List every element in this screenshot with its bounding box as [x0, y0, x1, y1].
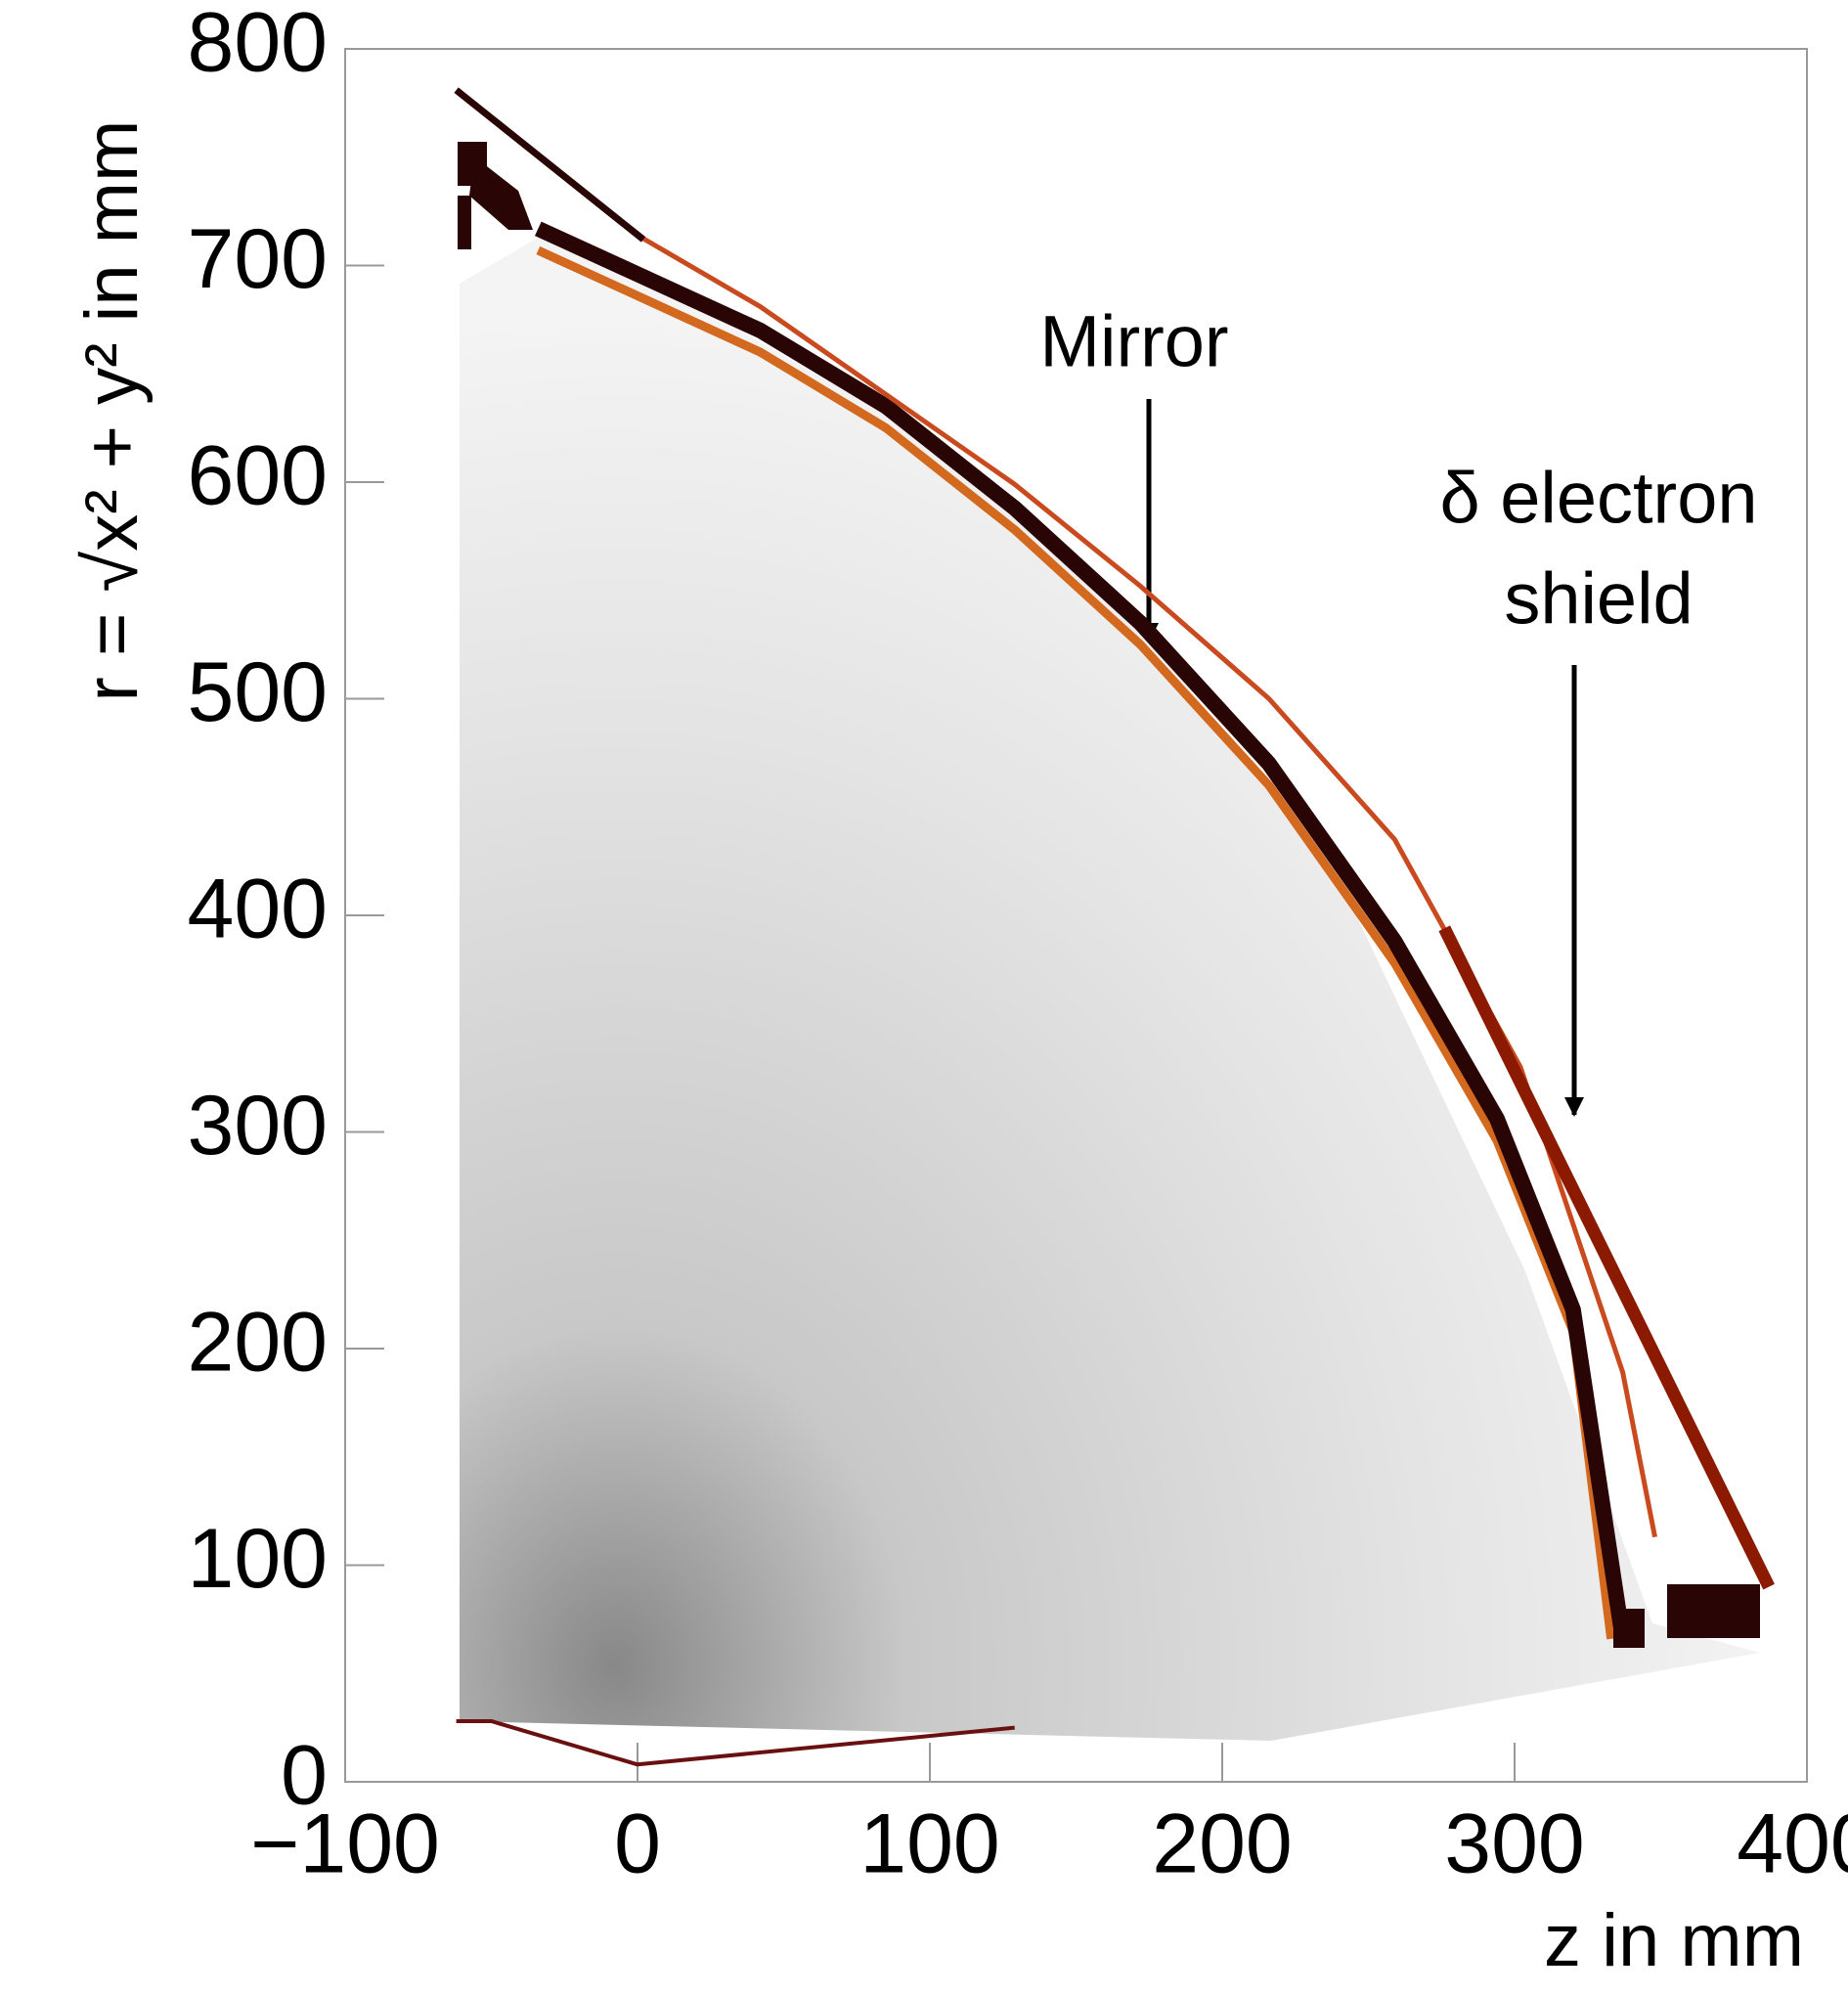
annotation: shield: [1504, 558, 1693, 640]
series-line: [536, 245, 1616, 1640]
detector-block: [1613, 1609, 1645, 1648]
series-line: [454, 87, 646, 243]
x-axis-title: z in mm: [1544, 1899, 1804, 1982]
y-tick-label: 200: [188, 1296, 329, 1390]
series-line: [636, 233, 1657, 1538]
detector-block: [458, 196, 471, 249]
series-line: [456, 1718, 1015, 1767]
x-tick-label: −100: [250, 1797, 440, 1891]
series-line: [1438, 925, 1775, 1590]
detector-block: [469, 156, 533, 230]
x-tick-label: 200: [1152, 1797, 1293, 1891]
x-tick-label: 300: [1444, 1797, 1585, 1891]
y-tick-label: 500: [188, 645, 329, 739]
annotation: δ electron: [1439, 458, 1757, 539]
y-tick-label: 400: [188, 863, 329, 956]
y-axis-title: r = √x² + y² in mm: [70, 120, 154, 702]
annotation: Mirror: [1039, 301, 1228, 382]
y-tick-label: 600: [188, 429, 329, 523]
y-tick-label: 300: [188, 1079, 329, 1173]
series-line: [535, 221, 1631, 1641]
y-tick-label: 800: [188, 0, 329, 90]
hit-density: [460, 235, 1760, 1741]
y-tick-label: 0: [281, 1729, 328, 1823]
y-tick-label: 700: [188, 212, 329, 306]
y-tick-label: 100: [188, 1512, 329, 1606]
x-tick-label: 100: [859, 1797, 1000, 1891]
x-tick-label: 400: [1737, 1797, 1848, 1891]
x-tick-label: 0: [614, 1797, 661, 1891]
detector-block: [1667, 1584, 1760, 1638]
